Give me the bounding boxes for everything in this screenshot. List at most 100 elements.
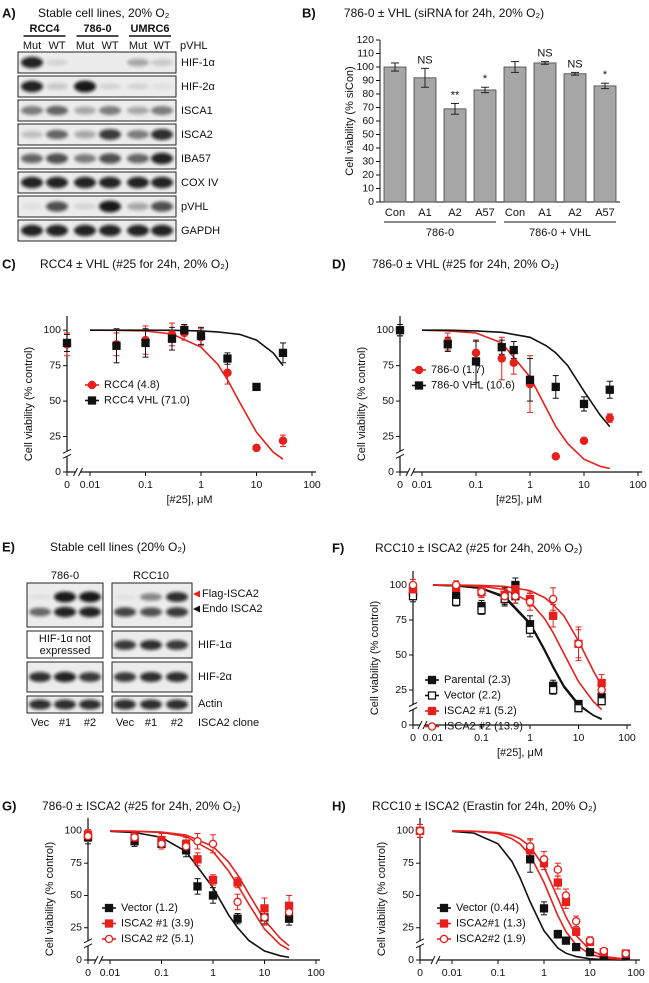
- y-tick-label: 100: [389, 579, 407, 591]
- blot-row-label: ISCA1: [181, 105, 213, 117]
- fit-curve: [432, 584, 602, 721]
- blot-band: [151, 201, 173, 212]
- y-axis-label: Cell viability (% siCon): [344, 66, 356, 175]
- data-point: [223, 368, 232, 377]
- y-tick-label: 40: [362, 142, 374, 154]
- y-tick-label: 50: [382, 395, 394, 407]
- data-point: [451, 597, 461, 606]
- x-tick-label: 0: [417, 967, 423, 979]
- blot-band: [21, 106, 43, 115]
- blot-note: HIF-1α not: [39, 633, 91, 645]
- chart-title: RCC10 ± ISCA2 (Erastin for 24h, 20% O₂): [372, 799, 597, 813]
- blot-band: [29, 671, 51, 683]
- chart-title: RCC4 ± VHL (#25 for 24h, 20% O₂): [40, 257, 229, 271]
- blot-band: [127, 58, 149, 67]
- blot-band: [29, 699, 51, 710]
- x-tick-label: 1: [210, 967, 216, 979]
- blot-band: [99, 106, 121, 115]
- blot-band: [79, 591, 101, 603]
- blot-band: [140, 639, 162, 651]
- y-tick-label: 75: [395, 614, 407, 626]
- axis-break-mark: [83, 938, 93, 944]
- error-bar: [511, 61, 519, 73]
- data-point: [451, 580, 461, 590]
- legend-marker: [87, 396, 97, 405]
- data-point: [208, 875, 218, 885]
- y-tick-label: 25: [402, 922, 414, 934]
- x-tick-label: 1: [541, 967, 547, 979]
- lane-label: #2: [84, 717, 96, 729]
- blot-band: [21, 176, 43, 189]
- lane-label: Vec: [31, 717, 50, 729]
- x-tick-label: 0.01: [412, 479, 433, 491]
- blot-band: [151, 176, 173, 189]
- x-axis-label: [#25], μM: [166, 494, 212, 506]
- blot-band: [166, 640, 188, 650]
- blot-band: [151, 224, 173, 237]
- y-tick-label: 25: [70, 922, 82, 934]
- y-tick-label: 50: [49, 395, 61, 407]
- axis-break-mark: [73, 467, 78, 477]
- y-tick-label: 25: [49, 430, 61, 442]
- blot-band: [54, 591, 76, 603]
- lane-label: #2: [171, 717, 183, 729]
- axis-break-mark: [417, 720, 423, 730]
- data-point: [233, 878, 242, 887]
- data-point: [167, 334, 177, 343]
- data-point: [260, 904, 269, 913]
- data-point: [497, 354, 507, 363]
- blot-strip: [17, 123, 177, 146]
- fit-curve: [422, 329, 611, 428]
- data-point: [233, 914, 242, 923]
- data-point: [511, 591, 520, 601]
- x-tick-label: Con: [505, 207, 525, 219]
- error-bar: [421, 67, 429, 88]
- data-point: [477, 606, 486, 615]
- data-point: [572, 942, 581, 952]
- axis-break: [83, 940, 93, 946]
- blot-band: [166, 591, 188, 603]
- axis-break-mark: [405, 467, 411, 477]
- bar: [503, 66, 527, 203]
- y-tick-label: 100: [376, 324, 394, 336]
- blot-band: [99, 153, 121, 164]
- x-axis-label: [#25], μM: [497, 747, 543, 759]
- blot-row-label: ISCA2: [181, 129, 213, 141]
- blot-band: [46, 83, 68, 90]
- cell-line: RCC10: [133, 570, 169, 582]
- x-tick-label: 0.1: [138, 479, 153, 491]
- data-point: [548, 611, 558, 620]
- lane-label: #1: [59, 717, 71, 729]
- cell-line: 786-0: [83, 23, 111, 35]
- y-tick-label: 0: [76, 954, 82, 966]
- x-tick-label: 0.1: [474, 732, 489, 744]
- legend-label: Vector (0.44): [456, 902, 519, 914]
- fit-curve: [451, 830, 626, 961]
- data-point: [157, 839, 166, 849]
- axis-break: [408, 704, 418, 710]
- legend-label: RCC4 VHL (71.0): [104, 394, 190, 406]
- legend-label: RCC4 (4.8): [104, 379, 160, 391]
- blot-band: [29, 607, 51, 617]
- blot-strip: [17, 51, 177, 74]
- axis-break-mark: [430, 955, 436, 965]
- data-point: [599, 946, 609, 956]
- lane-caption: ISCA2 clone: [198, 717, 259, 729]
- axis-break-mark: [408, 702, 418, 707]
- fit-curve: [109, 830, 290, 959]
- y-tick-label: 0: [388, 466, 394, 478]
- x-tick-label: A2: [568, 207, 581, 219]
- data-point: [193, 855, 202, 864]
- blot-band: [114, 699, 136, 710]
- lane-label: Mut: [129, 40, 147, 52]
- x-tick-label: 1: [198, 479, 204, 491]
- blot-band: [99, 200, 121, 213]
- cell-line: 786-0: [51, 570, 79, 582]
- blot-note: expressed: [40, 645, 91, 657]
- blot-band: [79, 699, 101, 710]
- significance-label: NS: [567, 58, 582, 70]
- lane-caption: pVHL: [180, 40, 208, 52]
- blot-band: [46, 201, 68, 212]
- y-tick-label: 60: [362, 115, 374, 127]
